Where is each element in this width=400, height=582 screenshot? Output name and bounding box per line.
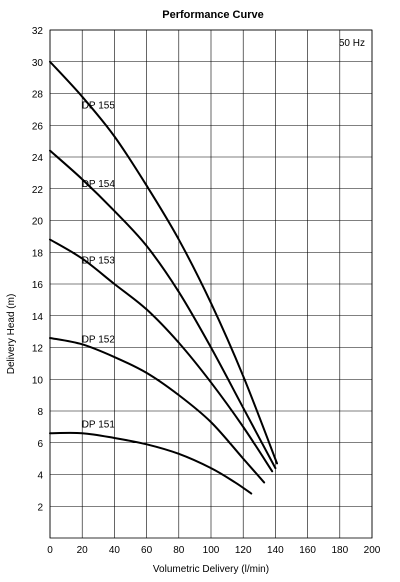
y-tick-label: 6 bbox=[37, 439, 43, 450]
y-tick-label: 20 bbox=[32, 217, 44, 228]
x-tick-label: 60 bbox=[141, 545, 153, 556]
y-tick-label: 30 bbox=[32, 58, 44, 69]
y-tick-label: 26 bbox=[32, 121, 44, 132]
series-label: DP 151 bbox=[82, 420, 116, 431]
x-tick-label: 100 bbox=[203, 545, 220, 556]
series-curves bbox=[49, 60, 279, 495]
y-tick-label: 18 bbox=[32, 248, 44, 259]
x-axis-label: Volumetric Delivery (l/min) bbox=[153, 564, 269, 575]
y-tick-label: 24 bbox=[32, 153, 44, 164]
series-line-dp-154 bbox=[49, 149, 277, 470]
y-tick-label: 28 bbox=[32, 90, 44, 101]
y-tick-label: 12 bbox=[32, 344, 44, 355]
series-label: DP 152 bbox=[82, 335, 116, 346]
x-tick-label: 0 bbox=[47, 545, 53, 556]
x-tick-labels: 0 20 40 60 80 100 120 140 160 180 200 bbox=[47, 545, 381, 556]
y-tick-label: 8 bbox=[37, 407, 43, 418]
y-tick-label: 22 bbox=[32, 185, 44, 196]
series-labels: DP 151 DP 152 DP 153 DP 154 DP 155 bbox=[82, 101, 116, 431]
x-tick-label: 200 bbox=[364, 545, 381, 556]
chart-title: Performance Curve bbox=[162, 9, 264, 21]
y-tick-label: 4 bbox=[37, 471, 43, 482]
x-tick-label: 20 bbox=[77, 545, 89, 556]
x-tick-label: 140 bbox=[267, 545, 284, 556]
y-tick-label: 14 bbox=[32, 312, 44, 323]
x-tick-label: 180 bbox=[331, 545, 348, 556]
y-axis-label: Delivery Head (m) bbox=[6, 294, 17, 375]
x-tick-label: 80 bbox=[173, 545, 185, 556]
series-line-dp-151 bbox=[49, 431, 253, 495]
y-tick-label: 16 bbox=[32, 280, 44, 291]
series-label: DP 155 bbox=[82, 101, 116, 112]
y-tick-label: 2 bbox=[37, 502, 43, 513]
series-label: DP 153 bbox=[82, 255, 116, 266]
x-tick-label: 160 bbox=[299, 545, 316, 556]
x-tick-label: 40 bbox=[109, 545, 121, 556]
series-label: DP 154 bbox=[82, 179, 116, 190]
series-line-dp-152 bbox=[49, 336, 266, 484]
y-tick-label: 10 bbox=[32, 375, 44, 386]
series-line-dp-155 bbox=[49, 60, 279, 465]
frequency-annotation: 50 Hz bbox=[339, 38, 365, 49]
y-tick-label: 32 bbox=[32, 26, 44, 37]
series-line-dp-153 bbox=[49, 238, 274, 473]
plot-frame bbox=[49, 29, 373, 539]
x-tick-label: 120 bbox=[235, 545, 252, 556]
